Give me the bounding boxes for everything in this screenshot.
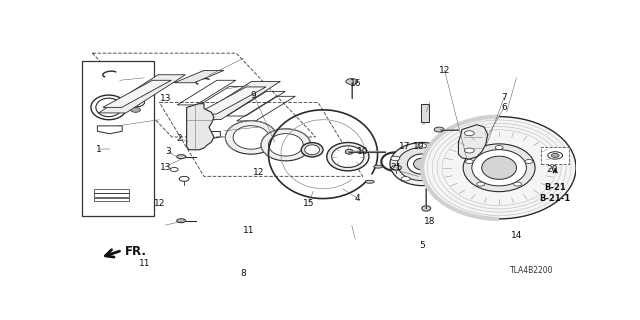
Ellipse shape bbox=[225, 121, 277, 154]
Polygon shape bbox=[99, 75, 186, 113]
FancyBboxPatch shape bbox=[83, 60, 154, 216]
Text: 17: 17 bbox=[399, 142, 411, 151]
Text: 1: 1 bbox=[96, 145, 102, 154]
Polygon shape bbox=[174, 70, 224, 83]
Ellipse shape bbox=[482, 156, 516, 179]
Circle shape bbox=[551, 154, 559, 157]
Ellipse shape bbox=[332, 146, 364, 167]
Text: 12: 12 bbox=[253, 168, 264, 177]
Ellipse shape bbox=[177, 219, 186, 223]
Ellipse shape bbox=[96, 98, 122, 116]
Polygon shape bbox=[196, 87, 266, 114]
Ellipse shape bbox=[301, 143, 323, 157]
Ellipse shape bbox=[233, 126, 269, 149]
Text: 13: 13 bbox=[159, 163, 171, 172]
Ellipse shape bbox=[177, 155, 186, 159]
Ellipse shape bbox=[305, 145, 319, 155]
Ellipse shape bbox=[422, 206, 431, 211]
Text: 18: 18 bbox=[424, 217, 435, 226]
Circle shape bbox=[477, 182, 484, 186]
Text: 4: 4 bbox=[355, 194, 360, 203]
Ellipse shape bbox=[422, 116, 576, 219]
Polygon shape bbox=[187, 104, 214, 150]
Circle shape bbox=[465, 148, 474, 153]
FancyBboxPatch shape bbox=[541, 147, 568, 164]
Circle shape bbox=[391, 156, 400, 161]
Text: 20: 20 bbox=[547, 165, 558, 174]
Text: 19: 19 bbox=[413, 142, 424, 151]
Text: 12: 12 bbox=[439, 66, 451, 75]
Text: 11: 11 bbox=[243, 226, 254, 235]
Circle shape bbox=[401, 177, 410, 181]
Circle shape bbox=[525, 160, 533, 164]
Circle shape bbox=[465, 160, 474, 164]
Ellipse shape bbox=[261, 129, 310, 161]
Circle shape bbox=[445, 156, 454, 161]
Ellipse shape bbox=[365, 180, 374, 183]
Polygon shape bbox=[103, 80, 172, 108]
Ellipse shape bbox=[413, 158, 431, 170]
Text: 3: 3 bbox=[165, 147, 171, 156]
Ellipse shape bbox=[374, 165, 383, 168]
Circle shape bbox=[131, 108, 141, 112]
Circle shape bbox=[434, 127, 444, 132]
Text: B-21
B-21-1: B-21 B-21-1 bbox=[540, 182, 571, 203]
Text: 11: 11 bbox=[139, 259, 150, 268]
Text: TLA4B2200: TLA4B2200 bbox=[509, 266, 553, 275]
Ellipse shape bbox=[346, 149, 353, 154]
Ellipse shape bbox=[407, 154, 437, 174]
Text: 13: 13 bbox=[159, 93, 171, 102]
Text: FR.: FR. bbox=[125, 245, 147, 258]
Ellipse shape bbox=[269, 134, 303, 156]
Circle shape bbox=[418, 144, 427, 148]
Text: 21: 21 bbox=[391, 163, 402, 172]
Ellipse shape bbox=[390, 142, 454, 186]
Circle shape bbox=[346, 79, 358, 84]
Circle shape bbox=[465, 131, 474, 136]
Text: 2: 2 bbox=[177, 134, 182, 143]
Ellipse shape bbox=[472, 150, 527, 186]
Text: 5: 5 bbox=[419, 241, 425, 250]
Text: 15: 15 bbox=[303, 199, 315, 209]
Ellipse shape bbox=[397, 148, 447, 181]
Ellipse shape bbox=[463, 144, 535, 192]
Text: 10: 10 bbox=[357, 147, 369, 156]
Text: 6: 6 bbox=[501, 103, 507, 112]
Polygon shape bbox=[458, 124, 488, 159]
Text: 12: 12 bbox=[154, 199, 165, 208]
Circle shape bbox=[495, 146, 503, 149]
Text: 7: 7 bbox=[501, 93, 507, 102]
Text: 9: 9 bbox=[251, 91, 257, 100]
Text: 14: 14 bbox=[511, 231, 522, 240]
Circle shape bbox=[513, 182, 522, 186]
Text: 8: 8 bbox=[241, 269, 246, 278]
Text: 16: 16 bbox=[349, 79, 361, 89]
Circle shape bbox=[435, 177, 444, 181]
Ellipse shape bbox=[327, 142, 369, 171]
Polygon shape bbox=[192, 81, 280, 120]
FancyBboxPatch shape bbox=[421, 104, 429, 122]
